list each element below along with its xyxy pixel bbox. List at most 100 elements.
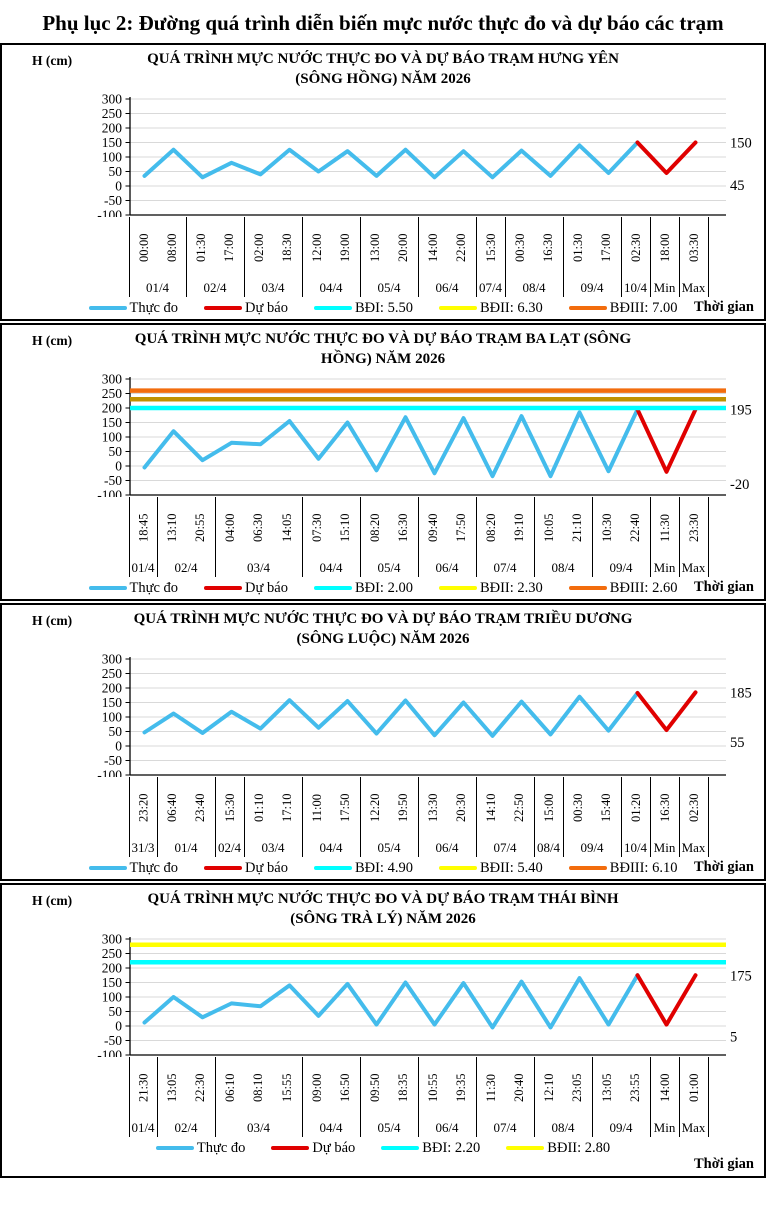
legend-item: BĐIII: 7.00	[568, 300, 677, 317]
time-tick-label: 22:00	[454, 233, 468, 263]
chart-title: QUÁ TRÌNH MỰC NƯỚC THỰC ĐO VÀ DỰ BÁO TRẠ…	[147, 51, 619, 87]
time-tick-label: 23:30	[686, 513, 701, 543]
y-tick-label: 200	[102, 961, 123, 976]
legend-label: BĐI: 4.90	[354, 859, 413, 876]
time-labels-row: 00:30 15:40	[564, 777, 621, 838]
legend-label: Thực đo	[129, 299, 179, 316]
legend-line-swatch	[313, 866, 352, 870]
y-tick-label: 300	[102, 92, 123, 107]
time-tick-label: 20:00	[396, 233, 410, 263]
date-group-01/4: 06:40 23:40 01/4	[158, 777, 216, 857]
y-tick-label: -100	[97, 768, 122, 778]
time-labels-row: 21:30	[130, 1057, 157, 1118]
legend-line-swatch	[204, 866, 243, 870]
legend-label: BĐI: 2.00	[354, 579, 413, 596]
date-label: 31/3	[131, 840, 155, 855]
date-group-05/4: 13:00 20:00 05/4	[361, 217, 419, 297]
time-labels-row: 12:10 23:05	[535, 1057, 592, 1118]
time-tick-label: 15:40	[599, 793, 613, 823]
chart-title: QUÁ TRÌNH MỰC NƯỚC THỰC ĐO VÀ DỰ BÁO TRẠ…	[133, 611, 633, 647]
legend-line-swatch	[381, 1146, 420, 1150]
y-tick-label: 150	[102, 975, 123, 990]
time-labels-row: 07:30 15:10	[303, 497, 360, 558]
time-labels-row: 10:05 21:10	[535, 497, 592, 558]
date-label: 02/4	[174, 560, 198, 575]
time-tick-label: 06:40	[164, 793, 179, 823]
time-tick-label: 12:00	[309, 233, 324, 263]
chart-panel-4: H (cm) QUÁ TRÌNH MỰC NƯỚC THỰC ĐO VÀ DỰ B…	[0, 883, 766, 1178]
date-group-10/4: 01:20 10/4	[622, 777, 651, 857]
time-tick-label: 07:30	[309, 513, 324, 543]
time-labels-row: 06:40 23:40	[158, 777, 215, 838]
time-labels-row: 15:30	[216, 777, 244, 838]
time-labels-row: 23:30	[680, 497, 708, 558]
time-tick-label: 01:30	[193, 233, 208, 263]
date-group-06/4: 10:55 19:35 06/4	[419, 1057, 477, 1137]
legend-item: Thực đo	[88, 299, 179, 317]
y-tick-label: 200	[102, 681, 123, 696]
time-tick-label: 21:30	[135, 1073, 150, 1103]
chart-header: H (cm) QUÁ TRÌNH MỰC NƯỚC THỰC ĐO VÀ DỰ B…	[2, 325, 764, 371]
date-group-02/4: 13:05 22:30 02/4	[158, 1057, 216, 1137]
time-tick-label: 16:30	[541, 233, 555, 263]
date-group-09/4: 10:30 22:40 09/4	[593, 497, 651, 577]
date-group-06/4: 09:40 17:50 06/4	[419, 497, 477, 577]
legend-label: BĐII: 5.40	[479, 859, 543, 876]
legend-label: Dự báo	[245, 579, 288, 596]
time-tick-label: 16:50	[338, 1073, 352, 1103]
time-tick-label: 17:10	[280, 793, 294, 823]
date-label: 03/4	[261, 840, 285, 855]
date-label: 03/4	[246, 560, 271, 575]
legend-label: Dự báo	[245, 299, 288, 316]
max-annotation: 185	[730, 685, 752, 701]
time-tick-label: 01:10	[251, 793, 266, 823]
date-group-08/4: 10:05 21:10 08/4	[535, 497, 593, 577]
time-labels-row: 18:00	[651, 217, 679, 278]
time-axis-label: Thời gian	[693, 299, 754, 315]
time-tick-label: 15:10	[338, 513, 352, 543]
time-labels-row: 01:10 17:10	[245, 777, 302, 838]
date-group-08/4: 15:00 08/4	[535, 777, 564, 857]
series-line-Thực đo	[142, 690, 640, 738]
legend-item: BĐIII: 2.60	[568, 579, 678, 597]
time-labels-row: 18:45	[130, 497, 157, 558]
time-tick-label: 18:30	[280, 233, 294, 263]
date-label: 09/4	[609, 1120, 633, 1135]
time-tick-label: 12:10	[541, 1073, 556, 1103]
legend-item: BĐII: 6.30	[438, 299, 543, 317]
time-labels-row: 11:30	[651, 497, 679, 558]
y-tick-label: 150	[102, 695, 123, 710]
time-tick-label: 21:10	[570, 513, 584, 543]
time-tick-label: 04:00	[222, 513, 237, 543]
date-group-Min: 11:30 Min	[651, 497, 680, 577]
time-tick-label: 19:10	[512, 513, 526, 543]
date-group-Max: 23:30 Max	[680, 497, 709, 577]
date-group-06/4: 14:00 22:00 06/4	[419, 217, 477, 297]
time-tick-label: 08:20	[367, 513, 382, 543]
date-group-05/4: 09:50 18:35 05/4	[361, 1057, 419, 1137]
time-tick-label: 17:00	[599, 233, 613, 263]
legend-line-swatch	[88, 866, 127, 870]
legend-label: BĐIII: 2.60	[609, 579, 678, 596]
date-group-Max: 02:30 Max	[680, 777, 709, 857]
time-labels-row: 00:30 16:30	[506, 217, 563, 278]
date-group-09/4: 01:30 17:00 09/4	[564, 217, 622, 297]
y-tick-label: 100	[102, 710, 123, 725]
chart-legend: Thực đo Dự báo BĐI: 2.00 BĐII: 2.30 BĐIII: 2…	[2, 577, 764, 599]
date-label: 02/4	[203, 280, 227, 295]
time-labels-row: 13:10 20:55	[158, 497, 215, 558]
date-label: 05/4	[377, 840, 401, 855]
time-tick-label: 13:05	[164, 1073, 179, 1103]
legend-item: Thực đo	[155, 1140, 245, 1157]
series-line-Dự báo	[635, 407, 698, 474]
y-tick-label: 0	[115, 459, 122, 474]
time-tick-label: 18:35	[396, 1073, 410, 1103]
legend-label: BĐIII: 6.10	[609, 859, 678, 876]
legend-item: Dự báo	[204, 300, 288, 317]
date-label: Min	[653, 560, 676, 575]
time-tick-label: 01:00	[686, 1073, 701, 1103]
legend-label: BĐII: 6.30	[479, 299, 543, 316]
